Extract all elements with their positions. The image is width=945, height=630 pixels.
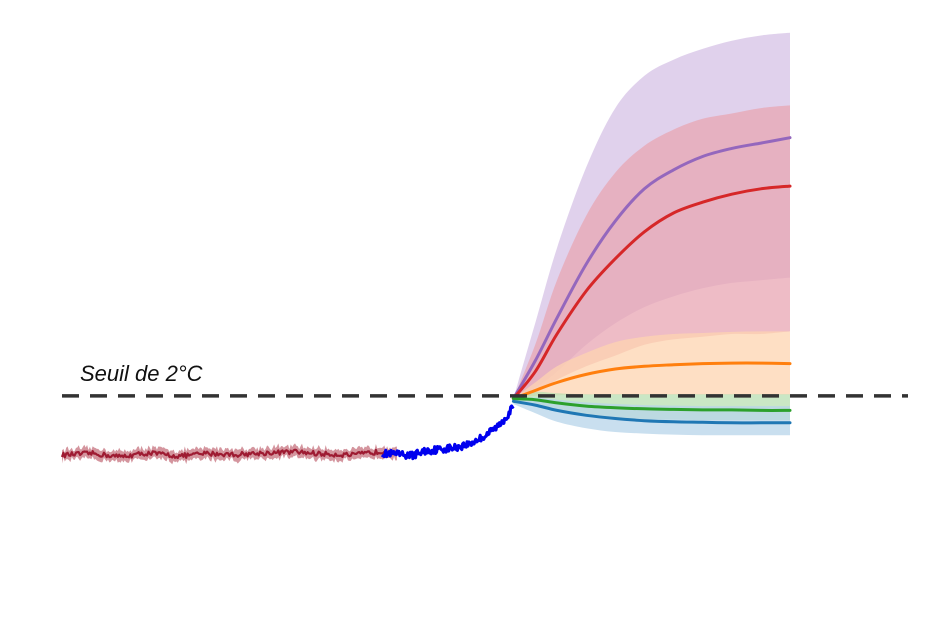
projection-lines (511, 136, 792, 425)
line-high (511, 184, 792, 401)
historical-series (60, 404, 515, 465)
line-very-low (511, 399, 792, 425)
instrumental-line (380, 404, 515, 461)
line-intermediate (511, 361, 792, 401)
threshold-label: Seuil de 2°C (80, 361, 203, 386)
band-high (513, 105, 790, 399)
historical-line (60, 448, 398, 460)
line-low (511, 397, 792, 412)
uncertainty-bands (513, 32, 790, 436)
line-very-high (511, 136, 792, 401)
